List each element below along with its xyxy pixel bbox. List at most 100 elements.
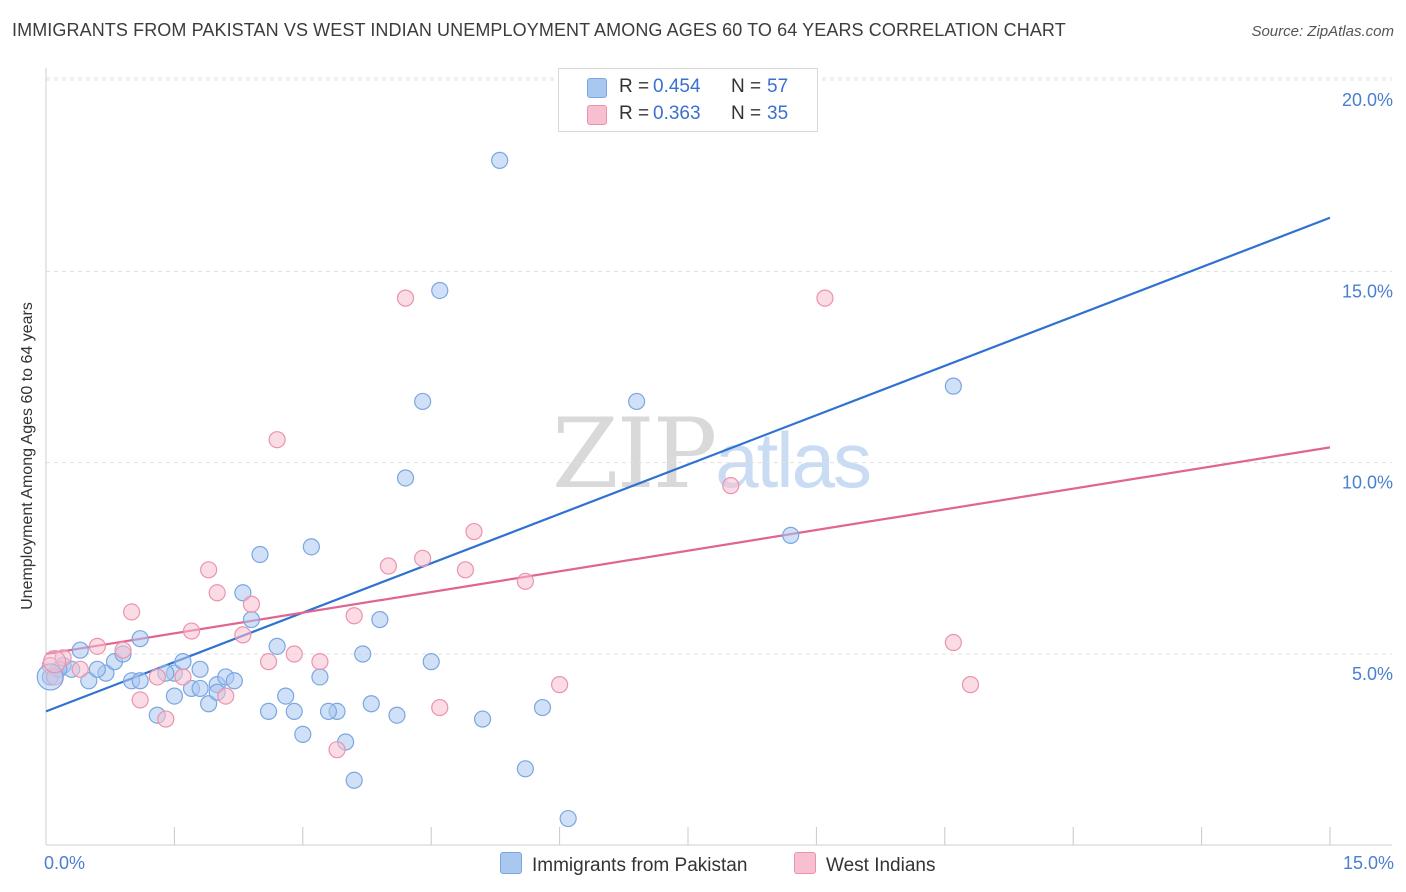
point-pakistan	[559, 809, 577, 828]
point-west-indians	[456, 561, 475, 579]
point-pakistan	[200, 695, 218, 713]
point-pakistan	[311, 668, 329, 686]
watermark-zip: ZIP	[552, 398, 717, 510]
bottom-legend-swatch-pakistan	[500, 852, 522, 874]
point-pakistan	[782, 526, 800, 544]
legend-n-label: N =	[731, 103, 762, 124]
point-pakistan	[131, 630, 149, 648]
point-pakistan	[371, 610, 389, 629]
point-pakistan	[533, 698, 552, 717]
point-pakistan	[362, 695, 380, 713]
point-west-indians	[516, 572, 534, 590]
point-west-indians	[88, 637, 106, 655]
point-pakistan	[251, 545, 269, 564]
y-tick-label: 15.0%	[1342, 281, 1393, 301]
point-pakistan	[268, 637, 286, 655]
watermark-atlas: atlas	[715, 416, 872, 504]
legend-r-value: 0.363	[653, 103, 701, 124]
source-label: Source: ZipAtlas.com	[1251, 23, 1394, 40]
point-pakistan	[319, 702, 338, 721]
x-tick-label: 15.0%	[1343, 853, 1394, 873]
point-pakistan	[71, 641, 89, 659]
point-west-indians	[328, 741, 346, 759]
legend-r-value: 0.454	[653, 76, 701, 97]
trend-line-pakistan	[45, 216, 1331, 713]
point-west-indians	[379, 557, 397, 575]
point-west-indians	[200, 561, 218, 579]
point-pakistan	[628, 392, 646, 411]
point-pakistan	[191, 679, 209, 698]
point-west-indians	[242, 595, 261, 613]
point-pakistan	[131, 672, 149, 690]
point-west-indians	[174, 668, 192, 686]
point-west-indians-cluster	[42, 650, 67, 674]
legend-n-value: 35	[767, 103, 789, 124]
point-west-indians	[71, 660, 89, 678]
point-west-indians	[311, 653, 329, 671]
legend-r-label: R =	[619, 76, 650, 97]
stats-legend: R = 0.454 N = 57 R = 0.363 N = 35	[558, 68, 818, 132]
tick-labels: 5.0% 10.0% 15.0% 20.0% 0.0% 15.0%	[44, 90, 1394, 873]
point-west-indians	[285, 645, 303, 663]
point-pakistan	[345, 771, 363, 789]
x-tick-label: 0.0%	[44, 853, 85, 873]
point-pakistan	[294, 725, 312, 743]
gridlines	[46, 77, 1392, 655]
point-pakistan	[277, 687, 295, 705]
point-west-indians	[465, 522, 483, 541]
y-tick-label: 5.0%	[1352, 664, 1393, 684]
point-pakistan	[191, 660, 209, 678]
axes	[45, 68, 1392, 846]
point-pakistan	[165, 687, 183, 705]
bottom-legend-west-indians: West Indians	[794, 852, 935, 877]
trend-line-west-indians	[45, 446, 1331, 656]
point-west-indians	[182, 622, 201, 640]
point-west-indians	[234, 626, 252, 644]
point-west-indians	[217, 687, 235, 705]
point-west-indians	[944, 633, 962, 652]
legend-r-label: R =	[619, 103, 650, 124]
legend-n-value: 57	[767, 76, 789, 97]
data-points	[36, 71, 980, 828]
point-pakistan	[285, 702, 303, 721]
point-pakistan	[80, 672, 98, 690]
point-west-indians	[396, 289, 415, 307]
point-pakistan	[473, 710, 492, 728]
y-tick-label: 20.0%	[1342, 90, 1393, 110]
point-pakistan	[414, 392, 432, 411]
y-tick-label: 10.0%	[1342, 473, 1393, 493]
watermark: ZIPatlas	[552, 398, 872, 510]
point-west-indians	[722, 477, 740, 495]
point-pakistan	[396, 469, 415, 487]
point-west-indians	[414, 549, 432, 567]
point-pakistan	[88, 660, 106, 678]
point-west-indians	[345, 607, 363, 625]
point-pakistan	[225, 672, 243, 690]
legend-swatch-pakistan	[587, 78, 607, 98]
point-pakistan	[422, 653, 440, 671]
point-pakistan	[174, 653, 192, 671]
bottom-legend-label-west-indians: West Indians	[826, 855, 936, 876]
point-pakistan	[302, 538, 320, 556]
bottom-legend-pakistan: Immigrants from Pakistan	[500, 852, 747, 877]
point-pakistan	[354, 645, 372, 663]
chart-title: IMMIGRANTS FROM PAKISTAN VS WEST INDIAN …	[12, 20, 1066, 40]
point-west-indians	[431, 698, 449, 717]
point-pakistan	[242, 610, 261, 629]
point-west-indians	[961, 676, 980, 694]
point-west-indians	[114, 641, 132, 659]
point-pakistan	[944, 377, 962, 395]
point-pakistan	[491, 151, 509, 169]
point-west-indians	[54, 649, 72, 667]
point-west-indians	[550, 676, 569, 694]
point-pakistan	[259, 702, 278, 721]
point-pakistan-cluster	[36, 663, 64, 691]
legend-swatch-west-indians	[587, 105, 607, 125]
point-west-indians	[816, 289, 834, 307]
point-west-indians	[148, 668, 166, 686]
point-pakistan	[431, 281, 449, 300]
bottom-legend-label-pakistan: Immigrants from Pakistan	[532, 855, 748, 876]
point-west-indians	[259, 653, 278, 671]
legend-n-label: N =	[731, 76, 762, 97]
